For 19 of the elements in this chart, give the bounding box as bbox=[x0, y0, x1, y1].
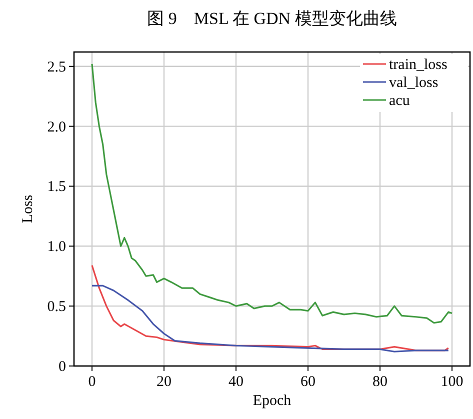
line-series bbox=[91, 284, 450, 352]
y-tick-label: 2.5 bbox=[47, 59, 66, 76]
x-tick-label: 0 bbox=[88, 374, 96, 390]
legend-label: train_loss bbox=[389, 57, 448, 73]
y-tick-label: 0 bbox=[58, 359, 66, 375]
x-tick-label: 80 bbox=[372, 374, 388, 390]
x-tick-label: 40 bbox=[228, 374, 244, 390]
y-tick-label: 2.0 bbox=[47, 119, 66, 136]
legend-label: val_loss bbox=[389, 75, 438, 91]
x-tick-label: 60 bbox=[300, 374, 316, 390]
x-tick-label: 20 bbox=[156, 374, 172, 390]
y-tick-label: 1.0 bbox=[47, 239, 66, 256]
x-axis-title: Epoch bbox=[252, 393, 292, 409]
legend-label: acu bbox=[389, 93, 410, 109]
y-tick-label: 0.5 bbox=[47, 299, 66, 316]
y-tick-label: 1.5 bbox=[47, 179, 66, 196]
chart-title: 图 9 MSL 在 GDN 模型变化曲线 bbox=[147, 9, 397, 28]
x-tick-label: 100 bbox=[440, 374, 464, 390]
y-axis-title: Loss bbox=[20, 194, 36, 224]
